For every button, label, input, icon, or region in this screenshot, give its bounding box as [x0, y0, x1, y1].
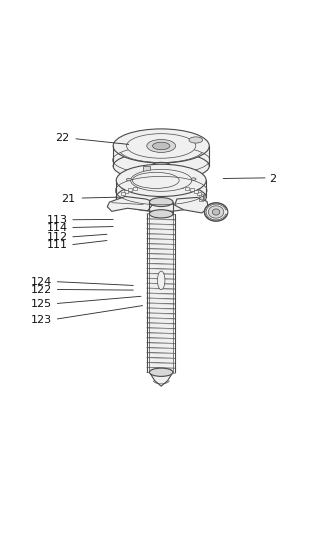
Ellipse shape — [157, 271, 165, 289]
Text: 21: 21 — [61, 194, 75, 204]
Polygon shape — [143, 166, 150, 172]
Polygon shape — [124, 190, 128, 193]
Ellipse shape — [149, 198, 173, 206]
Polygon shape — [149, 372, 173, 386]
Text: 2: 2 — [269, 174, 276, 184]
Ellipse shape — [151, 174, 171, 181]
Ellipse shape — [153, 142, 170, 150]
Polygon shape — [173, 185, 177, 187]
Ellipse shape — [147, 140, 175, 153]
Polygon shape — [190, 188, 194, 191]
Polygon shape — [116, 180, 206, 198]
Text: 124: 124 — [31, 277, 52, 287]
Ellipse shape — [131, 169, 192, 191]
Ellipse shape — [126, 178, 131, 181]
Polygon shape — [185, 187, 189, 190]
Polygon shape — [152, 184, 156, 187]
Ellipse shape — [126, 134, 196, 158]
Text: 111: 111 — [47, 240, 68, 250]
Ellipse shape — [113, 129, 209, 163]
Text: 123: 123 — [31, 314, 52, 325]
Polygon shape — [159, 184, 163, 187]
Polygon shape — [151, 166, 171, 178]
Ellipse shape — [149, 210, 173, 218]
Polygon shape — [149, 214, 173, 372]
Text: 122: 122 — [31, 285, 52, 295]
Ellipse shape — [189, 137, 203, 143]
Polygon shape — [113, 146, 209, 166]
Polygon shape — [200, 196, 204, 199]
Polygon shape — [139, 185, 143, 188]
Polygon shape — [199, 194, 203, 197]
Ellipse shape — [191, 178, 196, 180]
Polygon shape — [145, 185, 149, 187]
Polygon shape — [194, 190, 198, 193]
Text: 114: 114 — [47, 223, 68, 233]
Ellipse shape — [116, 183, 206, 212]
Ellipse shape — [113, 151, 209, 181]
Polygon shape — [199, 196, 204, 200]
Polygon shape — [175, 198, 208, 213]
Ellipse shape — [132, 172, 179, 188]
Ellipse shape — [212, 209, 220, 215]
Polygon shape — [166, 184, 170, 187]
Polygon shape — [179, 185, 183, 188]
Polygon shape — [149, 202, 173, 214]
Text: 125: 125 — [31, 299, 52, 309]
Text: 112: 112 — [47, 232, 68, 242]
Polygon shape — [197, 192, 201, 195]
Polygon shape — [128, 188, 132, 191]
Polygon shape — [133, 187, 137, 190]
Text: 22: 22 — [55, 133, 69, 143]
Polygon shape — [121, 192, 125, 195]
Ellipse shape — [208, 206, 224, 218]
Text: 113: 113 — [47, 216, 68, 225]
Ellipse shape — [149, 368, 173, 376]
Ellipse shape — [151, 162, 171, 170]
Ellipse shape — [204, 203, 228, 222]
Polygon shape — [199, 198, 203, 201]
Ellipse shape — [116, 164, 206, 197]
Polygon shape — [107, 197, 154, 211]
